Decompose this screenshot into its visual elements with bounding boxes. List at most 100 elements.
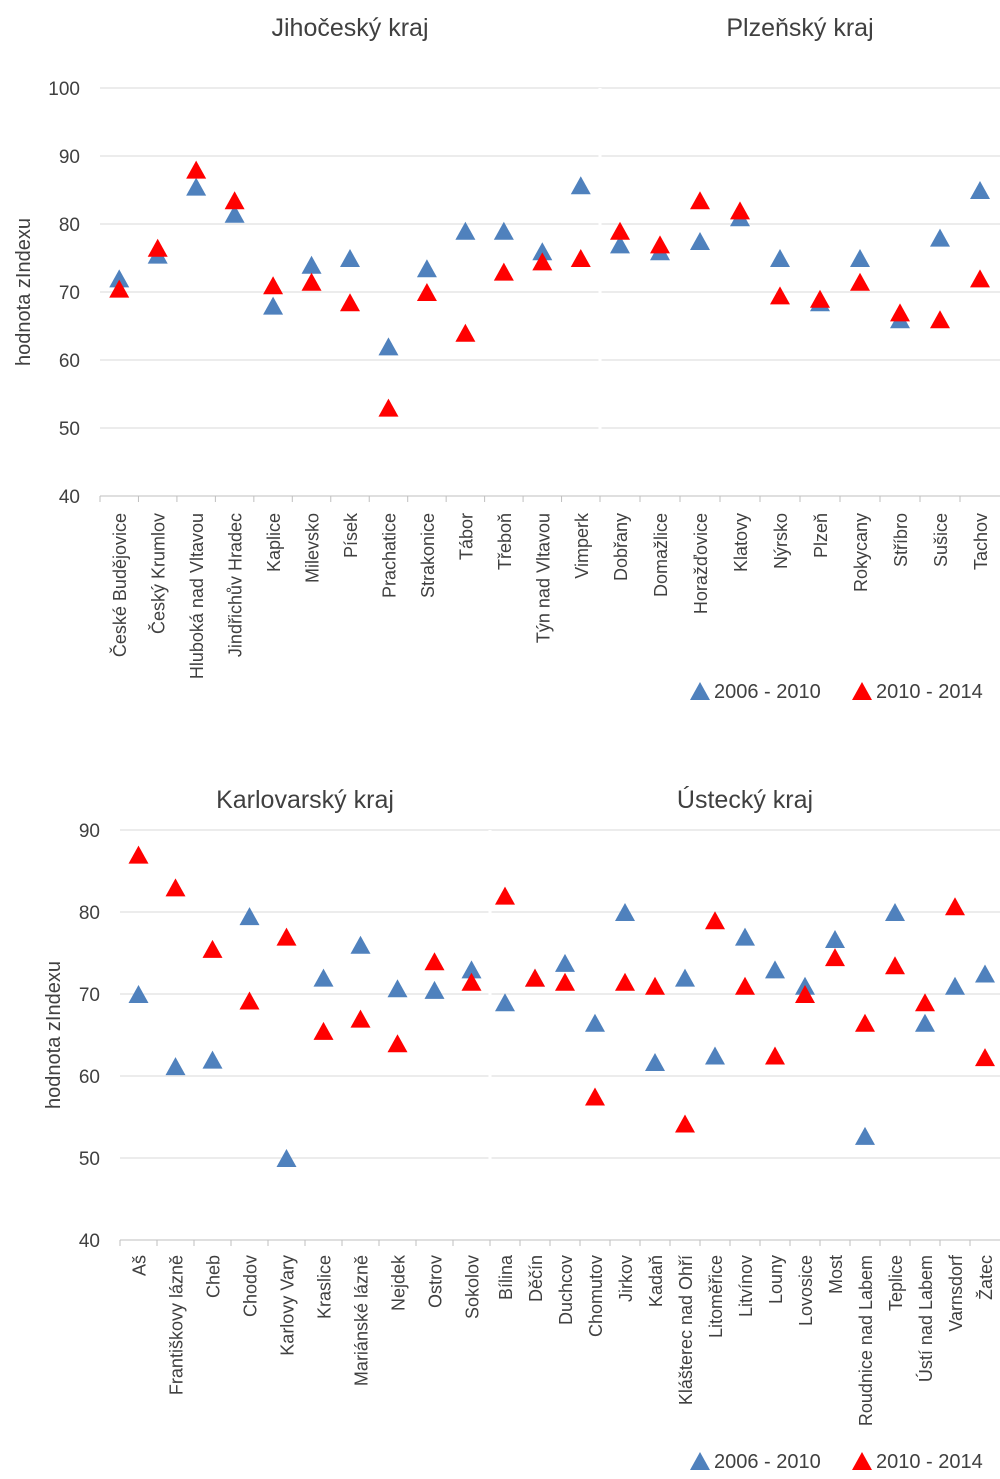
x-tick-label-chodov: Chodov: [241, 1255, 261, 1317]
x-tick-label-trebon: Třeboň: [495, 513, 515, 570]
y-tick-label: 90: [59, 147, 80, 168]
y-tick-label: 40: [79, 1231, 100, 1252]
marker-series2-litvinov: [735, 976, 755, 995]
y-tick-label: 60: [59, 351, 80, 372]
marker-series2-nyrsko: [770, 286, 790, 305]
marker-series2-bilina: [495, 886, 515, 905]
y-tick-label: 80: [59, 215, 80, 236]
marker-series2-strakonice: [416, 283, 437, 301]
marker-series2-horazdovice: [690, 191, 710, 210]
marker-series2-chodov: [239, 991, 260, 1010]
x-tick-label-klasterec-nad-ohri: Klášterec nad Ohří: [676, 1255, 696, 1405]
x-tick-label-cesky-krumlov: Český Krumlov: [148, 513, 169, 634]
x-tick-label-tabor: Tábor: [456, 513, 476, 560]
x-tick-label-teplice: Teplice: [886, 1255, 906, 1311]
y-tick-label: 70: [59, 283, 80, 304]
marker-series2-cesky-krumlov: [147, 238, 168, 257]
marker-series1-klasterec-nad-ohri: [675, 968, 695, 987]
y-tick-label: 90: [79, 821, 100, 842]
marker-series1-nyrsko: [770, 249, 790, 267]
x-tick-label-sokolov: Sokolov: [463, 1255, 483, 1319]
marker-series2-most: [825, 948, 845, 967]
legend-label-series1: 2006 - 2010: [714, 681, 821, 703]
x-tick-label-vimperk: Vimperk: [572, 512, 592, 579]
marker-series1-marianske-lazne: [350, 935, 371, 954]
marker-series2-jirkov: [615, 972, 635, 991]
legend-label-series2: 2010 - 2014: [876, 681, 983, 703]
marker-series2-jindrichuv-hradec: [224, 191, 245, 210]
marker-series1-chodov: [239, 907, 260, 926]
marker-series1-kadan: [645, 1053, 665, 1072]
x-tick-label-klatovy: Klatovy: [731, 513, 751, 572]
marker-series1-rokycany: [850, 249, 870, 267]
marker-series2-teplice: [885, 956, 905, 975]
marker-series2-kraslice: [313, 1021, 334, 1040]
marker-series1-kraslice: [313, 968, 334, 987]
x-tick-label-as: Aš: [130, 1255, 150, 1276]
panel-title-ustecky-kraj: Ústecký kraj: [677, 785, 813, 814]
marker-series1-bilina: [495, 993, 515, 1012]
marker-series1-dobrany: [610, 235, 630, 254]
marker-series1-cheb: [202, 1050, 223, 1069]
marker-series2-duchcov: [555, 972, 575, 991]
x-tick-label-most: Most: [826, 1255, 846, 1294]
y-axis-label: hodnota zIndexu: [43, 961, 65, 1109]
marker-series2-ostrov: [424, 952, 445, 971]
panel-title-jihocesky-kraj: Jihočeský kraj: [272, 14, 429, 42]
marker-series2-as: [128, 845, 149, 864]
x-tick-label-chomutov: Chomutov: [586, 1255, 606, 1337]
x-tick-label-dobrany: Dobřany: [611, 513, 631, 581]
y-axis-label: hodnota zIndexu: [13, 218, 35, 366]
x-tick-label-karlovy-vary: Karlovy Vary: [278, 1255, 298, 1356]
marker-series1-prachatice: [378, 337, 399, 356]
y-tick-label: 50: [79, 1149, 100, 1170]
marker-series2-milevsko: [301, 272, 322, 291]
x-tick-label-litvinov: Litvínov: [736, 1255, 756, 1317]
panel-title-karlovarsky-kraj: Karlovarský kraj: [216, 786, 394, 814]
marker-series1-horazdovice: [690, 232, 710, 250]
marker-series1-ostrov: [424, 980, 445, 999]
marker-series2-dobrany: [610, 221, 630, 240]
x-tick-label-kaplice: Kaplice: [264, 513, 284, 572]
marker-series1-louny: [765, 960, 785, 979]
marker-series2-karlovy-vary: [276, 927, 297, 946]
marker-series2-cheb: [202, 939, 223, 958]
marker-series1-usti-nad-labem: [915, 1013, 935, 1032]
x-tick-label-cheb: Cheb: [204, 1255, 224, 1298]
marker-series1-most: [825, 930, 845, 949]
legend-marker-series2: [852, 1452, 872, 1470]
marker-series1-ceske-budejovice: [109, 269, 130, 288]
x-tick-label-jindrichuv-hradec: Jindřichův Hradec: [226, 513, 246, 657]
y-tick-label: 60: [79, 1067, 100, 1088]
marker-series1-strakonice: [416, 259, 437, 278]
marker-series2-usti-nad-labem: [915, 993, 935, 1012]
x-tick-label-frantiskovy-lazne: Františkovy lázně: [167, 1255, 187, 1395]
marker-series2-prachatice: [378, 398, 399, 417]
marker-series2-sokolov: [461, 972, 482, 991]
y-tick-label: 80: [79, 903, 100, 924]
x-tick-label-plzen: Plzeň: [811, 513, 831, 558]
x-tick-label-roudnice-nad-labem: Roudnice nad Labem: [856, 1255, 876, 1426]
x-tick-label-zatec: Žatec: [976, 1255, 996, 1300]
x-tick-label-hluboka-nad-vltavou: Hluboká nad Vltavou: [187, 513, 207, 679]
marker-series1-teplice: [885, 903, 905, 921]
marker-series2-kadan: [645, 976, 665, 995]
x-tick-label-horazdovice: Horažďovice: [691, 513, 711, 614]
marker-series1-milevsko: [301, 255, 322, 274]
marker-series1-tachov: [970, 181, 990, 199]
x-tick-label-nejdek: Nejdek: [389, 1254, 409, 1311]
marker-series2-tachov: [970, 269, 990, 288]
marker-series2-domazlice: [650, 235, 670, 254]
x-tick-label-rokycany: Rokycany: [851, 513, 871, 592]
marker-series1-vimperk: [570, 176, 591, 195]
x-tick-label-pisek: Písek: [341, 512, 361, 558]
marker-series1-nejdek: [387, 979, 408, 998]
marker-series2-lovosice: [795, 985, 815, 1003]
marker-series1-roudnice-nad-labem: [855, 1126, 875, 1145]
marker-series1-tyn-nad-vltavou: [532, 242, 553, 261]
marker-series2-ceske-budejovice: [109, 279, 130, 298]
x-tick-label-domazlice: Domažlice: [651, 513, 671, 597]
x-tick-label-varnsdorf: Varnsdorf: [946, 1254, 966, 1332]
marker-series2-tabor: [455, 323, 476, 342]
x-tick-label-marianske-lazne: Mariánské lázně: [352, 1255, 372, 1386]
